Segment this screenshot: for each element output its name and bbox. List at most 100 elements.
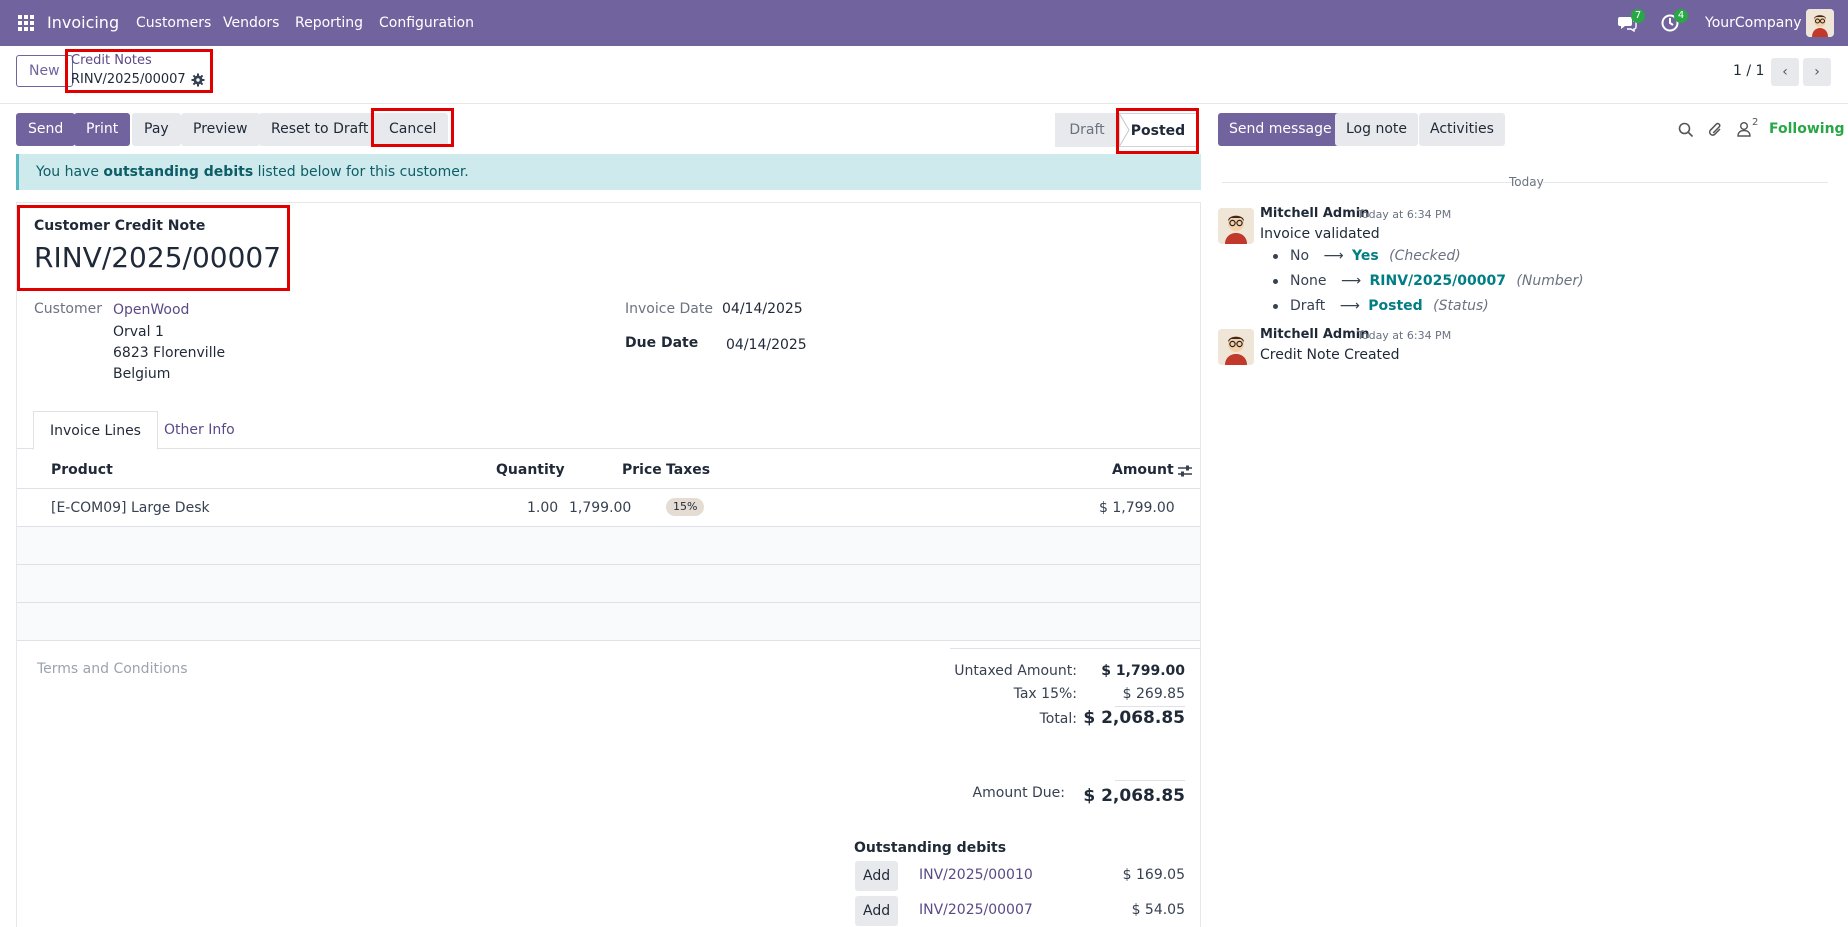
invoice-date-value[interactable]: 04/14/2025 <box>722 301 803 317</box>
menu-customers[interactable]: Customers <box>136 15 212 31</box>
cancel-button[interactable]: Cancel <box>377 113 449 146</box>
log-note-button[interactable]: Log note <box>1335 113 1418 146</box>
paperclip-icon[interactable] <box>1708 121 1724 143</box>
form-tabs: Invoice Lines Other Info <box>17 407 1200 450</box>
outstanding-alert: You have outstanding debits listed below… <box>16 154 1201 190</box>
message-body: Invoice validated <box>1260 226 1380 242</box>
line-tax-badge[interactable]: 15% <box>666 498 705 516</box>
message-time: Today at 6:34 PM <box>1357 208 1452 221</box>
outstanding-ref-1[interactable]: INV/2025/00010 <box>919 867 1033 883</box>
customer-label: Customer <box>34 301 103 317</box>
status-draft[interactable]: Draft <box>1055 113 1119 147</box>
column-settings-icon[interactable] <box>1177 464 1193 478</box>
message-time: Today at 6:34 PM <box>1357 329 1452 342</box>
col-quantity[interactable]: Quantity <box>496 462 565 478</box>
tracking-field: (Checked) <box>1389 248 1461 264</box>
invoice-date-label: Invoice Date <box>625 301 713 317</box>
message-avatar[interactable] <box>1218 208 1254 244</box>
status-posted[interactable]: Posted <box>1119 113 1197 147</box>
col-product[interactable]: Product <box>51 462 113 478</box>
tracking-new: Yes <box>1352 248 1379 264</box>
due-date-value[interactable]: 04/14/2025 <box>726 337 807 353</box>
total-value: $ 2,068.85 <box>1083 708 1185 728</box>
menu-configuration[interactable]: Configuration <box>379 15 474 31</box>
tracking-line-number: None ⟶ RINV/2025/00007 (Number) <box>1273 273 1584 289</box>
messages-badge: 7 <box>1631 9 1645 23</box>
gear-icon[interactable] <box>191 73 205 87</box>
customer-name-link[interactable]: OpenWood <box>113 302 190 318</box>
app-menu-icon[interactable] <box>18 15 34 31</box>
arrow-right-icon: ⟶ <box>1323 248 1344 264</box>
line-price[interactable]: 1,799.00 <box>569 500 632 516</box>
tax-value: $ 269.85 <box>1122 686 1185 702</box>
due-divider <box>1115 780 1185 781</box>
tax-label: Tax 15%: <box>1013 686 1077 702</box>
tab-other-info[interactable]: Other Info <box>164 422 235 438</box>
table-row[interactable]: [E-COM09] Large Desk 1.00 1,799.00 15% $… <box>17 489 1200 527</box>
pager-next-icon[interactable]: › <box>1803 58 1831 86</box>
col-amount[interactable]: Amount <box>1112 462 1174 478</box>
line-quantity[interactable]: 1.00 <box>527 500 559 516</box>
message-author[interactable]: Mitchell Admin <box>1260 206 1370 221</box>
activities-button[interactable]: Activities <box>1419 113 1505 146</box>
tracking-new: RINV/2025/00007 <box>1369 273 1506 289</box>
app-name[interactable]: Invoicing <box>47 13 120 32</box>
print-button[interactable]: Print <box>74 113 131 146</box>
search-icon[interactable] <box>1678 122 1694 142</box>
untaxed-value: $ 1,799.00 <box>1101 663 1185 679</box>
user-avatar[interactable] <box>1806 9 1834 37</box>
pager-previous-icon[interactable]: ‹ <box>1771 58 1799 86</box>
message-body: Credit Note Created <box>1260 347 1400 363</box>
pay-button[interactable]: Pay <box>132 113 181 146</box>
send-message-button[interactable]: Send message <box>1218 113 1343 146</box>
message-avatar[interactable] <box>1218 329 1254 365</box>
add-outstanding-button[interactable]: Add <box>855 861 899 891</box>
alert-text-bold: outstanding debits <box>103 164 254 180</box>
due-date-label: Due Date <box>625 335 699 351</box>
outstanding-ref-2[interactable]: INV/2025/00007 <box>919 902 1033 918</box>
following-button[interactable]: Following <box>1769 121 1845 137</box>
total-label: Total: <box>1039 711 1077 727</box>
terms-input[interactable]: Terms and Conditions <box>37 661 188 677</box>
pager-value[interactable]: 1 / 1 <box>1733 63 1765 79</box>
status-arrow-icon <box>1119 113 1130 147</box>
activities-icon[interactable] <box>1660 13 1680 33</box>
tracking-line-checked: No ⟶ Yes (Checked) <box>1273 248 1461 264</box>
breadcrumb-credit-notes[interactable]: Credit Notes <box>71 53 152 68</box>
address-line-1: Orval 1 <box>113 324 164 340</box>
top-navbar: Invoicing Customers Vendors Reporting Co… <box>0 0 1848 46</box>
company-switcher[interactable]: YourCompany <box>1705 15 1802 31</box>
send-button[interactable]: Send <box>16 113 76 146</box>
tracking-old: No <box>1290 248 1310 264</box>
empty-row <box>17 603 1200 641</box>
outstanding-title: Outstanding debits <box>854 840 1007 856</box>
tab-invoice-lines[interactable]: Invoice Lines <box>33 411 158 450</box>
menu-vendors[interactable]: Vendors <box>223 15 280 31</box>
add-outstanding-button[interactable]: Add <box>855 896 899 926</box>
arrow-right-icon: ⟶ <box>1339 298 1360 314</box>
document-number: RINV/2025/00007 <box>34 241 282 274</box>
tracking-old: Draft <box>1290 298 1326 314</box>
preview-button[interactable]: Preview <box>181 113 260 146</box>
lines-table-header: Product Quantity Price Taxes Amount <box>17 449 1200 489</box>
form-sheet: Customer Credit Note RINV/2025/00007 Cus… <box>16 202 1201 927</box>
outstanding-amount-2: $ 54.05 <box>1131 902 1185 918</box>
empty-row <box>17 565 1200 603</box>
reset-to-draft-button[interactable]: Reset to Draft <box>259 113 381 146</box>
new-button[interactable]: New <box>16 55 73 87</box>
activities-badge: 4 <box>1674 9 1688 23</box>
col-taxes[interactable]: Taxes <box>666 462 711 478</box>
menu-reporting[interactable]: Reporting <box>295 15 364 31</box>
date-divider-right <box>1543 182 1828 183</box>
address-line-2: 6823 Florenville <box>113 345 226 361</box>
alert-text-suffix: listed below for this customer. <box>253 164 469 180</box>
message-author[interactable]: Mitchell Admin <box>1260 327 1370 342</box>
col-price[interactable]: Price <box>622 462 662 478</box>
followers-icon[interactable] <box>1737 121 1751 141</box>
amount-due-label: Amount Due: <box>972 785 1065 801</box>
line-product[interactable]: [E-COM09] Large Desk <box>51 500 210 516</box>
tracking-old: None <box>1290 273 1327 289</box>
date-separator: Today <box>1509 175 1544 189</box>
tracking-new: Posted <box>1368 298 1423 314</box>
amount-due-value: $ 2,068.85 <box>1083 786 1185 806</box>
